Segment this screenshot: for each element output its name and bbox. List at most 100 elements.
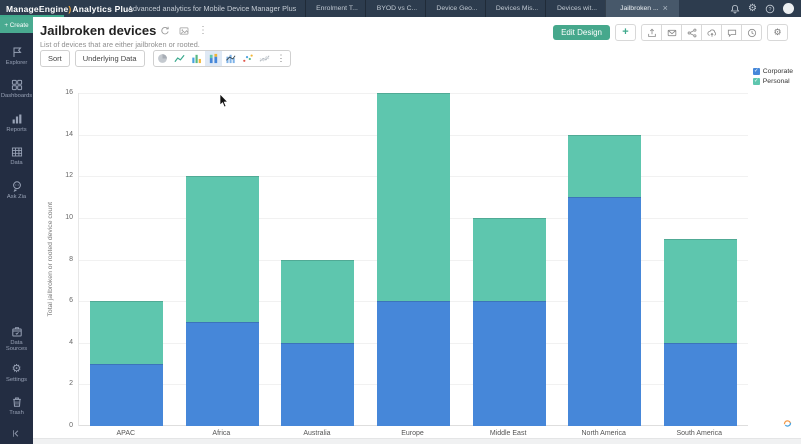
export-icon	[647, 28, 657, 38]
trend-chart-button[interactable]	[256, 51, 273, 66]
sidebar-item-ask-zia[interactable]: Ask Zia	[0, 180, 33, 200]
stacked-bar-north-america[interactable]	[568, 134, 642, 426]
admin-settings-button[interactable]: ⚙	[748, 2, 757, 14]
stacked-bar-europe[interactable]	[377, 93, 451, 426]
notifications-button[interactable]	[730, 4, 740, 14]
comment-button[interactable]	[721, 24, 741, 41]
sidebar-item-settings[interactable]: ⚙ Settings	[0, 364, 33, 384]
y-tick-label: 10	[65, 213, 73, 221]
line-chart-button[interactable]	[171, 51, 188, 66]
chart-type-switcher: ⋮	[152, 50, 291, 67]
y-tick-label: 4	[69, 338, 73, 346]
tab-close-icon[interactable]: ×	[662, 3, 668, 13]
bar-segment-corporate[interactable]	[281, 342, 355, 426]
x-tick-label: APAC	[116, 430, 136, 437]
history-icon	[747, 28, 757, 38]
bar-segment-personal[interactable]	[472, 217, 546, 302]
pie-chart-icon	[157, 53, 168, 64]
brand-logo: ManageEngine) Analytics Plus	[6, 0, 133, 17]
tab-jailbroken[interactable]: Jailbroken ... ×	[605, 0, 679, 17]
sort-button[interactable]: Sort	[40, 50, 70, 67]
edit-design-button[interactable]: Edit Design	[553, 25, 610, 40]
x-tick-label: Africa	[212, 430, 231, 437]
create-button[interactable]: + Create	[0, 17, 33, 33]
sidebar-item-label: Dashboards	[0, 93, 33, 100]
collapse-sidebar-button[interactable]	[11, 428, 22, 439]
title-actions: ⋮	[160, 26, 208, 36]
snapshot-button[interactable]	[179, 26, 189, 36]
legend-checkbox[interactable]: ✓	[752, 68, 760, 75]
bar-segment-personal[interactable]	[663, 238, 737, 343]
zia-assistant-icon[interactable]	[783, 419, 792, 428]
bar-segment-personal[interactable]	[281, 259, 355, 343]
share-button[interactable]	[681, 24, 701, 41]
bar-segment-corporate[interactable]	[568, 197, 642, 426]
scatter-chart-icon	[242, 53, 253, 64]
pie-chart-button[interactable]	[154, 51, 171, 66]
bottom-strip	[33, 438, 801, 444]
stacked-bar-africa[interactable]	[185, 176, 259, 426]
stacked-bar-middle-east[interactable]	[472, 217, 546, 426]
svg-text:?: ?	[768, 6, 771, 12]
stacked-bar-south-america[interactable]	[663, 238, 737, 426]
y-tick-label: 16	[65, 89, 73, 96]
help-button[interactable]: ?	[765, 4, 775, 14]
legend-item-corporate[interactable]: ✓ Corporate	[752, 68, 793, 75]
sidebar-item-label: Data Sources	[5, 339, 28, 352]
bar-segment-corporate[interactable]	[90, 363, 164, 426]
tab-enrolment-t[interactable]: Enrolment T...	[305, 0, 365, 17]
export-button[interactable]	[641, 24, 661, 41]
bar-column-north-america	[557, 93, 653, 426]
bar-chart-button[interactable]	[188, 51, 205, 66]
sidebar-item-data-sources[interactable]: Data Sources	[0, 326, 33, 353]
title-more-options-button[interactable]: ⋮	[198, 25, 208, 36]
bar-segment-corporate[interactable]	[663, 342, 737, 426]
legend-checkbox[interactable]: ✓	[752, 78, 760, 85]
tab-devices-wit[interactable]: Devices wit...	[545, 0, 605, 17]
history-button[interactable]	[741, 24, 762, 41]
sidebar-item-explorer[interactable]: Explorer	[0, 46, 33, 66]
tab-device-geo[interactable]: Device Geo...	[425, 0, 485, 17]
stacked-bar-apac[interactable]	[90, 301, 164, 426]
workspace-label: Advanced analytics for Mobile Device Man…	[128, 4, 297, 13]
user-avatar[interactable]	[783, 3, 794, 14]
sidebar-item-label: Reports	[6, 126, 27, 133]
workspace-selector[interactable]: Advanced analytics for Mobile Device Man…	[128, 0, 299, 17]
bar-segment-personal[interactable]	[377, 93, 451, 302]
topbar: ManageEngine) Analytics Plus Advanced an…	[0, 0, 801, 17]
sidebar-item-label: Settings	[6, 377, 27, 384]
share-icon	[687, 28, 697, 38]
sidebar-item-data[interactable]: Data	[0, 146, 33, 166]
bar-segment-personal[interactable]	[185, 176, 259, 322]
bar-segment-corporate[interactable]	[377, 301, 451, 426]
sidebar-item-label: Trash	[9, 409, 24, 416]
comment-icon	[727, 28, 737, 38]
email-button[interactable]	[661, 24, 681, 41]
scatter-chart-button[interactable]	[239, 51, 256, 66]
tab-strip: Enrolment T... BYOD vs C... Device Geo... D…	[305, 0, 679, 17]
stacked-bar-australia[interactable]	[281, 259, 355, 426]
bar-segment-corporate[interactable]	[185, 321, 259, 426]
sidebar-item-label: Ask Zia	[6, 193, 27, 200]
more-options-button[interactable]: ⋮	[273, 51, 290, 66]
combo-chart-button[interactable]	[222, 51, 239, 66]
stacked-bar-chart-button[interactable]	[204, 51, 222, 66]
sidebar-item-dashboards[interactable]: Dashboards	[0, 79, 33, 99]
tab-label: BYOD vs C...	[376, 5, 418, 12]
tab-devices-mis[interactable]: Devices Mis...	[485, 0, 545, 17]
legend-label: Personal	[762, 78, 790, 85]
sidebar-item-trash[interactable]: Trash	[0, 396, 33, 416]
bar-segment-corporate[interactable]	[472, 301, 546, 426]
sidebar-item-reports[interactable]: Reports	[0, 113, 33, 133]
publish-button[interactable]	[701, 24, 721, 41]
underlying-data-button[interactable]: Underlying Data	[74, 50, 145, 67]
bar-segment-personal[interactable]	[90, 301, 164, 364]
tab-byod-vs-c[interactable]: BYOD vs C...	[365, 0, 425, 17]
refresh-button[interactable]	[160, 26, 170, 36]
view-settings-button[interactable]: ⚙	[767, 24, 788, 41]
trash-icon	[11, 396, 23, 408]
more-options-icon: ⋮	[276, 53, 286, 63]
add-view-button[interactable]: +	[615, 24, 636, 41]
bar-segment-personal[interactable]	[568, 134, 642, 198]
legend-item-personal[interactable]: ✓ Personal	[752, 78, 793, 85]
